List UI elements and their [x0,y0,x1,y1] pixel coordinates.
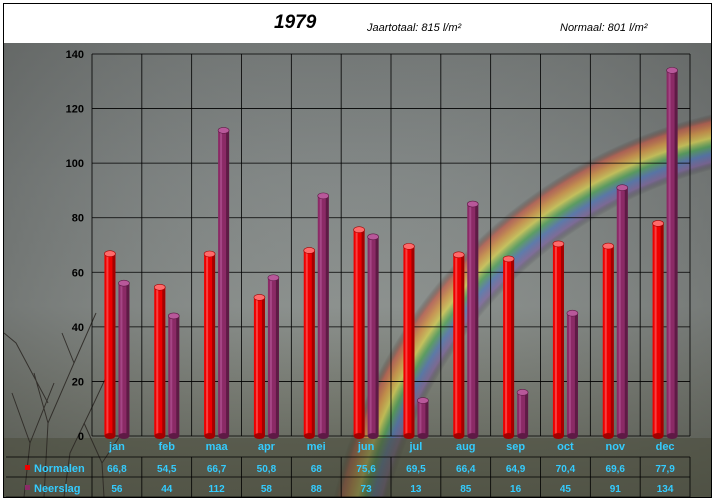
chart-title: 1979 [274,12,317,33]
data-table: jan feb maa apr mei jun jul aug sep oct nov dec Norm… [6,441,691,498]
x-tick-label: nov [605,441,625,453]
table-value: 13 [410,484,422,495]
bar-aug-normalen [452,251,465,439]
table-value: 134 [657,484,674,495]
bar-jun-neerslag [367,233,379,439]
year-total-label: Jaartotaal: 815 l/m² [367,22,462,34]
bar-nov-neerslag [616,184,629,439]
bar-feb-normalen [153,283,166,439]
table-value: 68 [311,464,323,475]
table-value: 56 [111,484,123,495]
bar-dec-neerslag [666,67,678,439]
bar-jul-neerslag [417,397,429,439]
chart-header: 1979 Jaartotaal: 815 l/m² Normaal: 801 l… [0,0,717,44]
bar-mei-normalen [303,247,316,439]
y-tick-label: 80 [72,213,84,225]
table-value: 77,9 [655,464,675,475]
table-value: 16 [510,484,522,495]
x-tick-label: sep [506,441,525,453]
table-value: 50,8 [257,464,277,475]
bar-aug-neerslag [466,200,479,439]
table-value: 58 [261,484,273,495]
table-value: 70,4 [556,464,576,475]
bar-sep-normalen [502,255,515,439]
y-tick-label: 120 [66,104,84,116]
table-value: 44 [161,484,173,495]
y-tick-label: 20 [72,376,84,388]
bar-dec-normalen [652,220,664,439]
table-value: 69,6 [606,464,626,475]
x-tick-label: aug [456,441,476,453]
x-tick-label: jun [357,441,375,453]
y-tick-label: 40 [72,322,84,334]
y-tick-label: 100 [66,158,84,170]
table-value: 91 [610,484,622,495]
table-value: 85 [460,484,472,495]
normal-total-label: Normaal: 801 l/m² [560,22,648,34]
bar-oct-normalen [552,240,565,439]
bar-mei-neerslag [317,192,330,439]
bar-jun-normalen [353,226,365,439]
x-tick-label: jul [408,441,422,453]
grid-lines [91,53,691,437]
legend-label-neerslag: Neerslag [34,483,80,495]
bar-jan-normalen [104,250,116,439]
table-value: 112 [209,484,226,495]
bar-sep-neerslag [516,389,529,439]
y-axis-ticks: 0 20 40 60 80 100 120 140 [66,49,84,443]
legend-swatch-normalen [25,465,30,470]
bar-maa-neerslag [217,127,230,439]
x-tick-label: apr [258,441,276,453]
table-value: 66,8 [107,464,127,475]
bar-maa-normalen [203,250,216,439]
table-value: 64,9 [506,464,526,475]
y-tick-label: 140 [66,49,84,61]
bars [104,67,678,439]
bar-jan-neerslag [118,279,130,439]
table-value: 73 [361,484,373,495]
table-value: 45 [560,484,572,495]
x-tick-label: maa [206,441,229,453]
x-tick-label: oct [557,441,574,453]
table-value: 69,5 [406,464,426,475]
bar-apr-neerslag [267,274,280,439]
x-tick-label: feb [159,441,176,453]
table-value: 54,5 [157,464,177,475]
y-tick-label: 60 [72,267,84,279]
x-tick-label: jan [108,441,125,453]
x-tick-label: mei [307,441,326,453]
legend-swatch-neerslag [25,485,30,490]
table-value: 75,6 [356,464,376,475]
y-tick-label: 0 [78,431,84,443]
bar-nov-normalen [602,242,615,439]
bar-oct-neerslag [566,309,579,439]
bar-apr-normalen [253,294,266,439]
table-value: 66,4 [456,464,476,475]
x-tick-label: dec [656,441,675,453]
bar-feb-neerslag [167,312,180,439]
bar-jul-normalen [403,243,415,439]
legend-label-normalen: Normalen [34,463,85,475]
table-value: 88 [311,484,323,495]
table-value: 66,7 [207,464,227,475]
